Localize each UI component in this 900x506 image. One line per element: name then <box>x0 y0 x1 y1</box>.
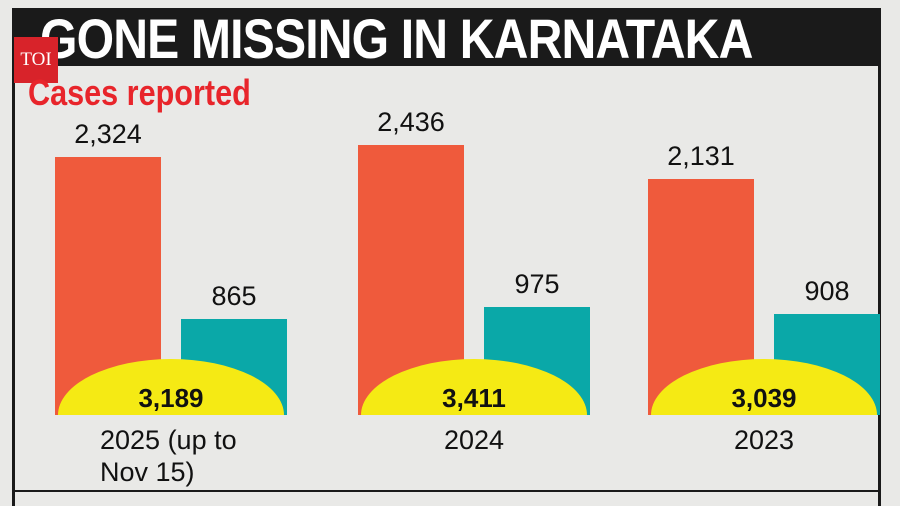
value-label: 2,131 <box>667 140 735 171</box>
value-label: 865 <box>211 281 257 312</box>
value-label: 2,436 <box>377 107 445 137</box>
frame-rule <box>12 66 15 506</box>
logo: TOI <box>14 37 58 83</box>
value-label: 908 <box>804 276 850 307</box>
chart-title: GONE MISSING IN KARNATAKA <box>40 7 753 70</box>
total-label: 3,411 <box>442 383 506 413</box>
frame-rule <box>878 8 881 506</box>
title-bar <box>12 8 880 66</box>
total-label: 3,189 <box>138 383 204 413</box>
value-label: 2,324 <box>74 119 142 150</box>
category-label: 2023 <box>733 425 795 455</box>
category-label: 2024 <box>443 425 505 455</box>
value-label: 975 <box>514 268 560 299</box>
total-label: 3,039 <box>731 383 797 413</box>
category-label: 2025 (up to Nov 15) <box>100 425 237 487</box>
chart-subtitle: Cases reported <box>28 72 251 113</box>
frame-rule <box>12 490 880 492</box>
